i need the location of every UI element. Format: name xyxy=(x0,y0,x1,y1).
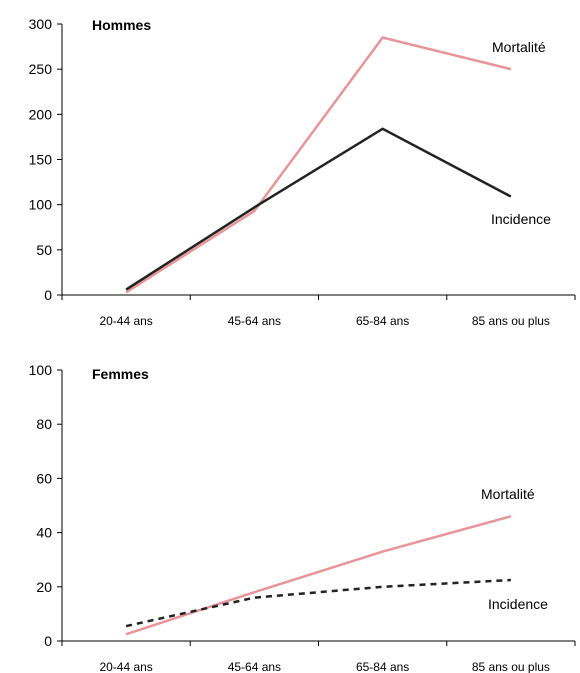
y-tick-label: 0 xyxy=(44,287,52,303)
series-line-incidence xyxy=(125,127,512,291)
chart-panel-hommes: Hommes 0 50 100 150 200 250 300 20-44 ans 45-64 … xyxy=(29,16,576,328)
x-category-label: 45-64 ans xyxy=(228,660,281,673)
series-label-mortalite: Mortalité xyxy=(481,486,535,502)
x-category-label: 45-64 ans xyxy=(228,314,281,328)
y-tick-label: 50 xyxy=(36,242,52,258)
x-category-label: 65-84 ans xyxy=(356,660,409,673)
chart-panel-femmes: Femmes 0 20 40 60 80 100 20-44 ans 45-64 ans 65-… xyxy=(29,362,576,673)
y-tick-label: 100 xyxy=(29,362,53,378)
series-line-mortalite xyxy=(125,515,512,636)
y-tick-label: 250 xyxy=(29,61,53,77)
series-line-incidence xyxy=(125,578,511,628)
x-category-label: 85 ans ou plus xyxy=(472,660,550,673)
y-tick-label: 150 xyxy=(29,152,53,168)
panel-title: Femmes xyxy=(92,366,149,382)
x-category-label: 20-44 ans xyxy=(99,660,152,673)
series-label-incidence: Incidence xyxy=(491,211,551,227)
series-label-incidence: Incidence xyxy=(488,596,548,612)
x-category-label: 85 ans ou plus xyxy=(472,314,550,328)
series-label-mortalite: Mortalité xyxy=(492,39,546,55)
y-tick-label: 300 xyxy=(29,16,53,32)
y-tick-label: 40 xyxy=(36,525,52,541)
x-category-label: 65-84 ans xyxy=(356,314,409,328)
series-line-mortalite xyxy=(125,36,512,294)
panel-title: Hommes xyxy=(92,17,151,33)
y-tick-label: 60 xyxy=(36,470,52,486)
y-tick-label: 0 xyxy=(44,633,52,649)
x-category-label: 20-44 ans xyxy=(99,314,152,328)
y-tick-label: 80 xyxy=(36,416,52,432)
y-tick-label: 200 xyxy=(29,106,53,122)
y-tick-label: 100 xyxy=(29,197,53,213)
y-tick-label: 20 xyxy=(36,579,52,595)
